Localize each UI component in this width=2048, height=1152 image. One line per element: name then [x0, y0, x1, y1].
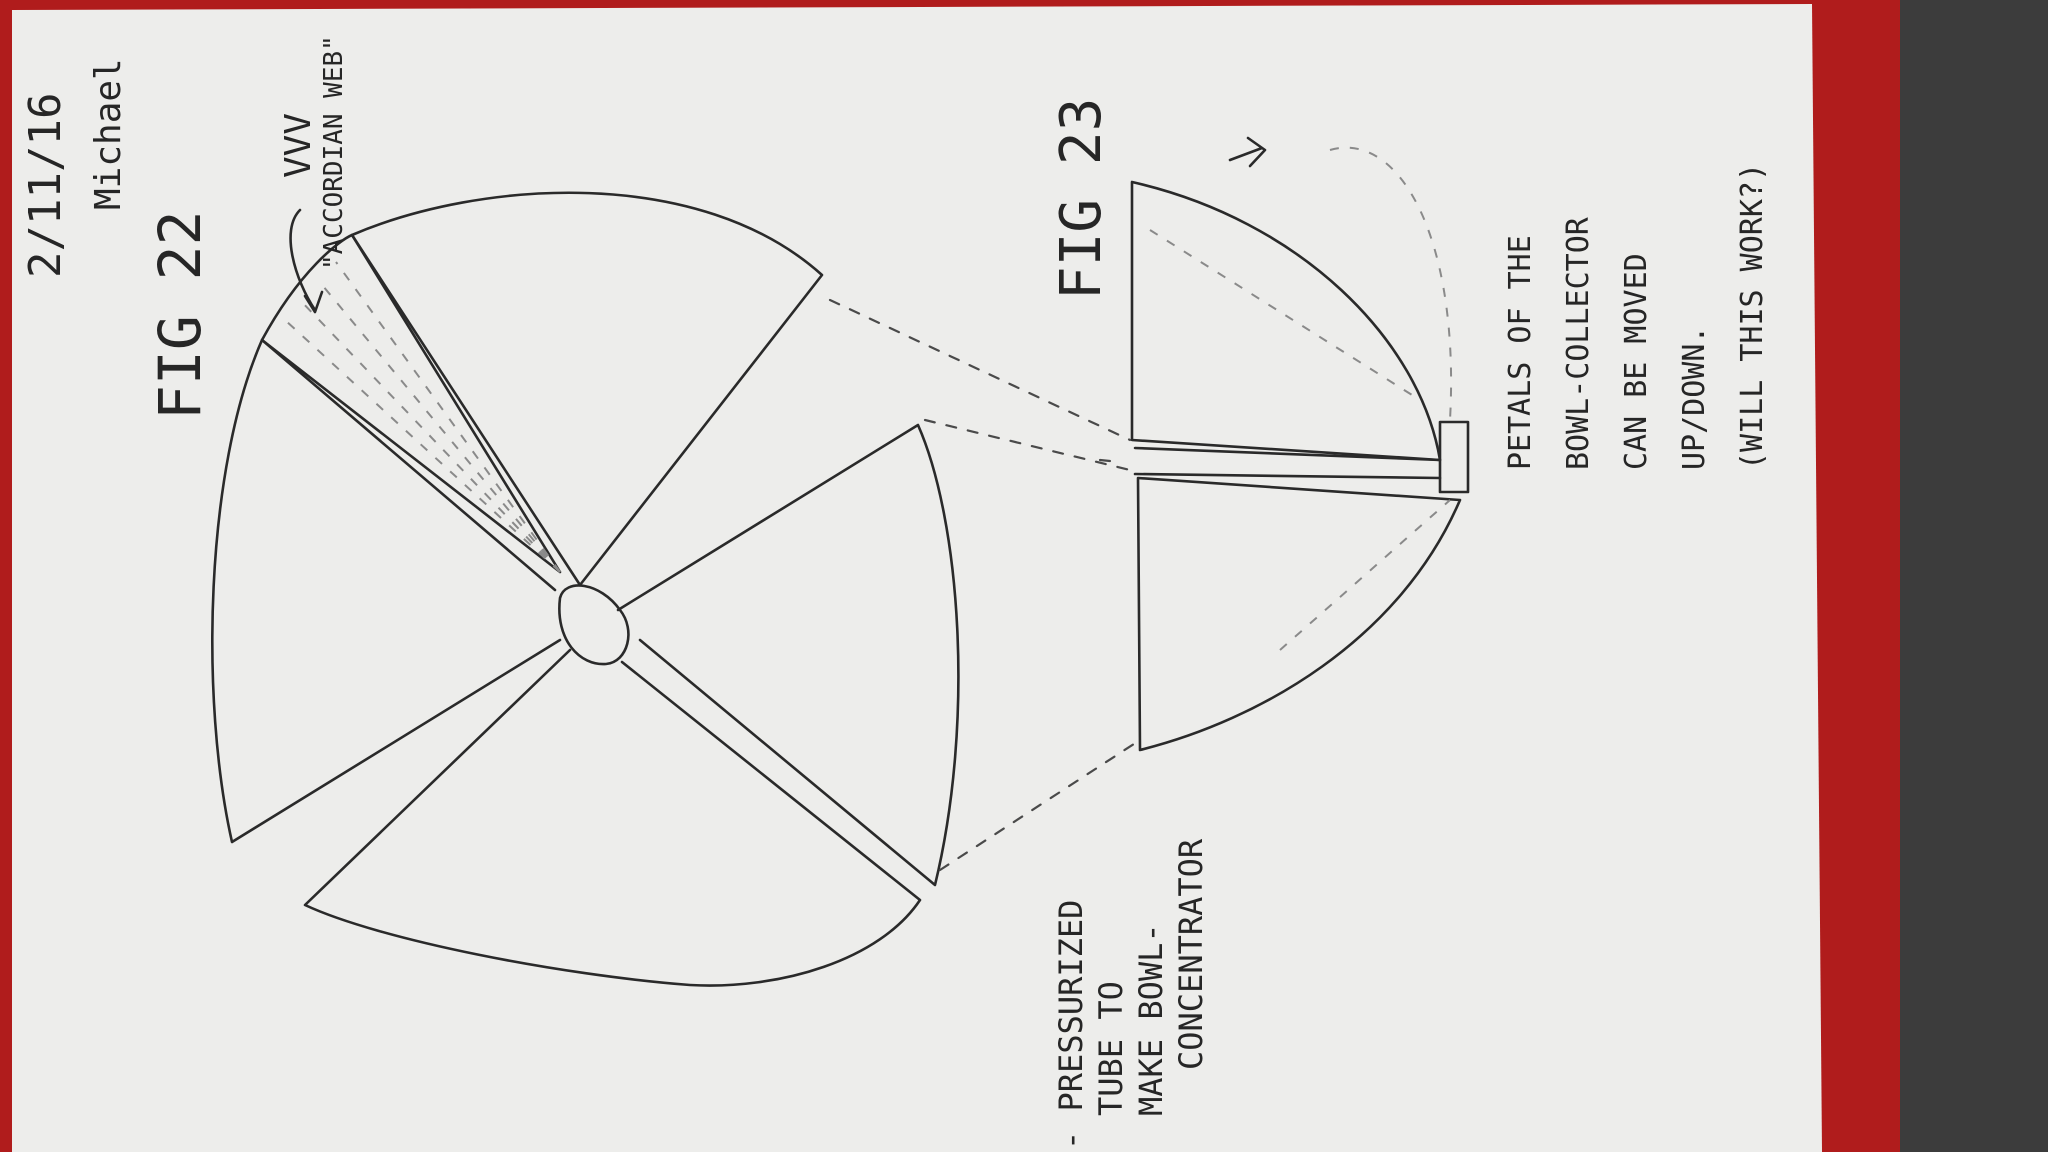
accordion-label-group: "ACCORDIAN WEB" — [319, 35, 349, 270]
fig23-move-arrow — [1228, 136, 1267, 168]
fig22-label-group: FIG 22 — [146, 210, 214, 420]
petals-line-4: UP/DOWN. — [1677, 326, 1712, 471]
fig23-tube — [1133, 446, 1442, 480]
accordion-symbol-group: VVV — [278, 113, 319, 178]
petals-line-2: BOWL-COLLECTOR — [1561, 216, 1596, 470]
sketch-author: Michael — [88, 58, 129, 210]
fig22-label: FIG 22 — [146, 210, 214, 420]
fig22-petal-bottom-right — [303, 648, 922, 987]
connector-dashes — [828, 298, 1142, 872]
fig23-tube-clamp — [1438, 420, 1470, 494]
petals-line-1: PETALS OF THE — [1503, 235, 1538, 470]
pressurized-line-4: CONCENTRATOR — [1172, 838, 1210, 1070]
fig22-petal-left — [211, 338, 562, 844]
petals-line-3: CAN BE MOVED — [1619, 253, 1654, 470]
petals-line-5: (WILL THIS WORK?) — [1735, 163, 1770, 470]
fig23-label: FIG 23 — [1049, 98, 1114, 300]
sketch-date: 2/11/16 — [20, 93, 71, 278]
petals-note-group: PETALS OF THE BOWL-COLLECTOR CAN BE MOVE… — [1503, 163, 1770, 470]
paper-sheet — [12, 4, 1822, 1152]
pressurized-line-3: MAKE BOWL- — [1132, 923, 1170, 1116]
fig22-petal-top-right — [350, 191, 824, 587]
fig22-hub — [558, 584, 630, 666]
accordion-web-pleats — [284, 261, 561, 573]
fig23-drawing — [1098, 136, 1470, 752]
fig23-bowl-upper — [1130, 180, 1442, 462]
pressurized-line-2: TUBE TO — [1092, 981, 1130, 1116]
fig22-petal-top-left — [260, 233, 562, 574]
accordion-web-arrow — [289, 208, 324, 314]
label-author-group: Michael — [88, 58, 129, 210]
fig23-bowl-lower — [1136, 476, 1462, 752]
pressurized-line-1: - PRESSURIZED — [1052, 900, 1090, 1150]
accordion-symbol: VVV — [278, 113, 319, 178]
fig23-label-group: FIG 23 — [1049, 98, 1114, 300]
pressurized-note-group: - PRESSURIZED TUBE TO MAKE BOWL- CONCENT… — [1052, 838, 1210, 1150]
accordion-web-label: "ACCORDIAN WEB" — [319, 35, 349, 270]
fig22-drawing — [211, 191, 960, 987]
label-date-group: 2/11/16 — [20, 93, 71, 278]
table-corner — [1900, 0, 2048, 1152]
fig22-petal-right — [616, 423, 960, 887]
fig23-moved-petal — [1329, 146, 1452, 421]
